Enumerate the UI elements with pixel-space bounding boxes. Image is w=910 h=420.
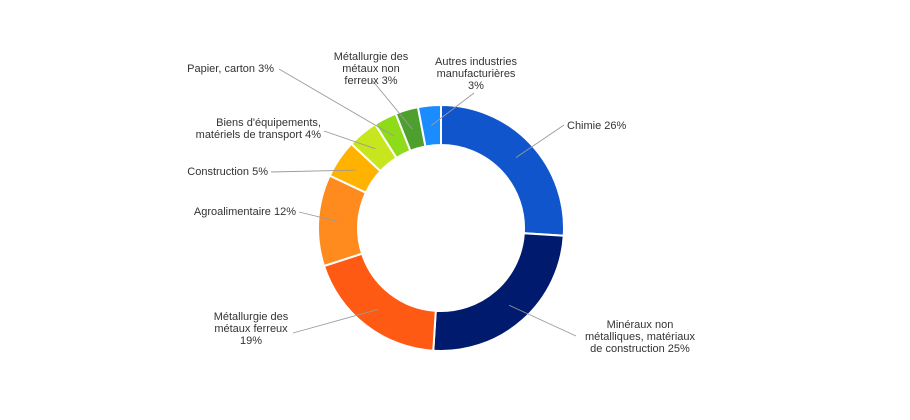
slice-label-line: Métallurgie des [214,311,289,323]
pie-slice [440,103,565,237]
leader-line [270,169,356,173]
slice-label-line: de construction 25% [590,343,690,355]
leader-line [508,304,577,337]
pie-slice [432,232,565,352]
leader-line [431,92,475,126]
slice-label: Minéraux non métalliques, matériaux de con… [585,319,696,355]
slice-label-line: métaux ferreux [214,323,288,335]
slice-label-line: 3% [468,80,484,92]
leader-line [323,130,376,150]
slice-label: Agroalimentaire 12% [194,206,296,218]
leader-line [298,211,339,222]
slices-group [317,103,565,352]
slice-label-line: Métallurgie des [334,51,409,63]
slice-label-line: Chimie 26% [567,120,627,132]
slice-label-line: Autres industries [435,56,517,68]
labels-group: Chimie 26% Minéraux non métalliques, matér… [187,51,695,355]
slice-label: Métallurgie des métaux ferreux 19% [214,311,289,347]
leader-lines-group [270,68,577,337]
slice-label-line: 19% [240,335,262,347]
slice-label-line: Agroalimentaire 12% [194,206,296,218]
slice-label: Métallurgie des métaux non ferreux 3% [334,51,409,87]
slice-label: Autres industries manufacturières 3% [435,56,517,92]
leader-line [515,124,565,158]
slice-label-line: Construction 5% [187,166,268,178]
slice-label-line: matériels de transport 4% [196,129,322,141]
slice-label-line: ferreux 3% [344,75,397,87]
slice-label-line: Biens d'équipements, [216,117,321,129]
slice-label-line: Minéraux non [607,319,674,331]
slice-label: Biens d'équipements, matériels de transpo… [196,117,322,141]
slice-label-line: manufacturières [437,68,516,80]
pie-slice [416,103,442,148]
slice-label-line: métaux non [342,63,399,75]
leader-line [278,68,395,137]
slice-label: Chimie 26% [567,120,627,132]
slice-label: Papier, carton 3% [187,63,274,75]
leader-line [292,308,378,334]
slice-label-line: métalliques, matériaux [585,331,696,343]
leader-line [371,79,413,130]
pie-slice [322,252,437,352]
slice-label-line: Papier, carton 3% [187,63,274,75]
slice-label: Construction 5% [187,166,268,178]
